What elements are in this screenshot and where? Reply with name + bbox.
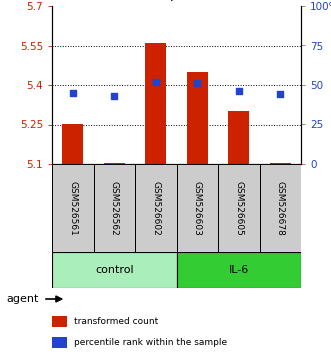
Bar — [187, 72, 208, 164]
Bar — [260, 164, 301, 252]
Bar — [270, 163, 291, 164]
Point — [153, 79, 159, 85]
Point — [112, 93, 117, 99]
Text: GSM526561: GSM526561 — [68, 181, 77, 235]
Text: GSM526678: GSM526678 — [276, 181, 285, 235]
Text: control: control — [95, 265, 134, 275]
Bar — [93, 164, 135, 252]
Bar — [62, 125, 83, 164]
Text: GSM526562: GSM526562 — [110, 181, 119, 235]
Title: GDS3773 / 10490982: GDS3773 / 10490982 — [94, 0, 259, 4]
Bar — [52, 164, 93, 252]
Bar — [218, 164, 260, 252]
Bar — [176, 252, 301, 288]
Point — [70, 90, 75, 96]
Bar — [52, 337, 67, 348]
Bar — [176, 164, 218, 252]
Text: percentile rank within the sample: percentile rank within the sample — [74, 338, 227, 347]
Bar — [145, 43, 166, 164]
Text: GSM526605: GSM526605 — [234, 181, 243, 235]
Bar — [52, 316, 67, 327]
Bar — [228, 112, 249, 164]
Text: transformed count: transformed count — [74, 317, 159, 326]
Text: agent: agent — [7, 294, 39, 304]
Bar — [104, 163, 125, 164]
Text: GSM526603: GSM526603 — [193, 181, 202, 235]
Bar — [52, 252, 176, 288]
Bar — [135, 164, 176, 252]
Point — [195, 81, 200, 86]
Point — [236, 88, 241, 94]
Text: IL-6: IL-6 — [229, 265, 249, 275]
Text: GSM526602: GSM526602 — [151, 181, 160, 235]
Point — [278, 92, 283, 97]
